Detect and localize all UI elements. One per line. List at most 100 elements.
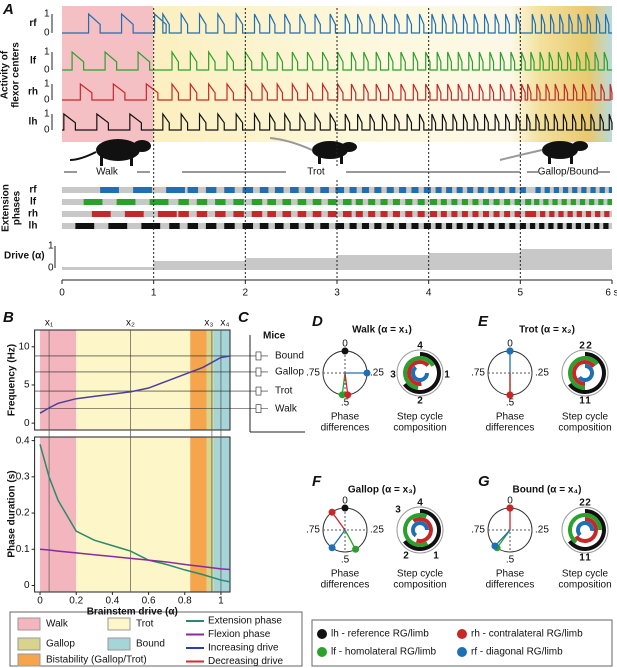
ext-phase: [594, 223, 600, 229]
gait-label: Walk: [96, 167, 119, 178]
phase-vector: [341, 372, 346, 395]
legend-dot: [457, 629, 467, 639]
dur-frame: [34, 436, 231, 593]
b-region: [40, 330, 77, 430]
ext-phase: [251, 199, 263, 205]
phase-vector: [331, 529, 346, 549]
phase-vector: [344, 529, 357, 550]
a-tick-label: 6 s: [605, 288, 617, 299]
ext-phase: [320, 187, 329, 193]
ext-phase: [411, 187, 419, 193]
ring-label: 3: [395, 505, 401, 516]
ext-phase: [312, 211, 322, 217]
dur-tick-label: 0.2: [16, 508, 30, 519]
ext-phase: [392, 211, 400, 217]
a-tick-label: 2: [243, 288, 249, 299]
legend-label: Trot: [136, 619, 154, 630]
drive-marker-label: x₄: [220, 318, 229, 329]
legend-label: Walk: [46, 619, 69, 630]
legend-label: Gallop: [46, 639, 75, 650]
panel-label: A: [2, 1, 14, 18]
ring-label: 2: [417, 396, 423, 407]
ext-phase: [529, 223, 536, 229]
ext-phase: [312, 199, 322, 205]
ext-phase: [572, 187, 578, 193]
ext-phase: [430, 211, 438, 217]
b-x-tick-label: 0.8: [178, 596, 192, 607]
caption: composition: [393, 580, 446, 591]
phase-tick-label: .75: [306, 525, 320, 536]
ext-phase: [423, 187, 431, 193]
mouse-gallop: [499, 141, 588, 164]
gait-label-bg: [538, 166, 598, 178]
phase-vector: [344, 372, 349, 395]
panel-label: C: [238, 309, 250, 326]
ring-label: 1: [444, 370, 450, 381]
ext-phase: [483, 211, 490, 217]
ext-phase: [335, 223, 345, 229]
row-label: lh: [29, 117, 38, 128]
ext-phase: [242, 187, 254, 193]
ext-phase: [467, 187, 474, 193]
b-region: [213, 437, 230, 592]
ext-phase: [557, 223, 563, 229]
ext-phase: [392, 199, 400, 205]
panel-title: Gallop (α = x₃): [348, 485, 416, 496]
legend-label: lf - homolateral RG/limb: [331, 647, 436, 658]
phase-dot: [363, 369, 371, 377]
ext-phase: [604, 211, 610, 217]
a-tick-label: 5: [518, 288, 524, 299]
panel-label: G: [478, 473, 490, 490]
legend-dot: [317, 647, 327, 657]
ring-label: 2: [586, 341, 592, 352]
flexor-trace: [62, 111, 613, 131]
ext-phase: [224, 187, 235, 193]
step-ring: [568, 509, 606, 551]
ext-phase: [608, 187, 612, 193]
ext-phase: [467, 223, 474, 229]
ring-label: 1: [433, 551, 439, 562]
phase-dot: [506, 391, 514, 399]
ext-phase: [282, 199, 292, 205]
caption: differences: [321, 423, 370, 434]
ext-phase: [233, 211, 244, 217]
ext-phase: [399, 187, 407, 193]
legend-label: rf - diagonal RG/limb: [471, 647, 563, 658]
phase-dot: [344, 391, 352, 399]
phase-tick-label: 0: [507, 339, 513, 350]
legend-swatch: [17, 653, 41, 667]
ext-phase: [178, 211, 189, 217]
ext-phase: [349, 223, 357, 229]
legend-dot: [457, 647, 467, 657]
legend-swatch: [17, 637, 41, 651]
ext-phase: [349, 187, 357, 193]
step-ring: [568, 352, 606, 394]
ring-label: 4: [417, 341, 423, 352]
ext-phase: [548, 223, 554, 229]
caption: Phase: [496, 569, 525, 580]
ext-phase: [411, 223, 419, 229]
b-x-tick-label: 1: [218, 596, 224, 607]
ext-phase: [274, 187, 284, 193]
ext-phase: [535, 187, 541, 193]
ext-phase: [297, 199, 307, 205]
ext-phase: [290, 223, 299, 229]
walk-bg: [62, 6, 153, 142]
mouse-walk: [69, 139, 151, 166]
caption: Step cycle: [562, 412, 609, 423]
freq-tick-label: 10: [18, 341, 30, 352]
ext-phase: [525, 199, 532, 205]
b-region: [206, 330, 214, 430]
phase-tick-label: .75: [471, 525, 485, 536]
step-ring: [576, 521, 594, 537]
gait-label-bg: [286, 166, 346, 178]
ext-phase: [552, 199, 558, 205]
ext-phase: [514, 199, 521, 205]
ext-phase: [380, 199, 388, 205]
ext-phase: [327, 211, 337, 217]
caption: Step cycle: [562, 569, 609, 580]
phase-tick-label: .5: [506, 398, 515, 409]
scale-label: 0: [44, 28, 50, 39]
ext-phase: [187, 223, 199, 229]
ext-phase: [108, 223, 128, 229]
